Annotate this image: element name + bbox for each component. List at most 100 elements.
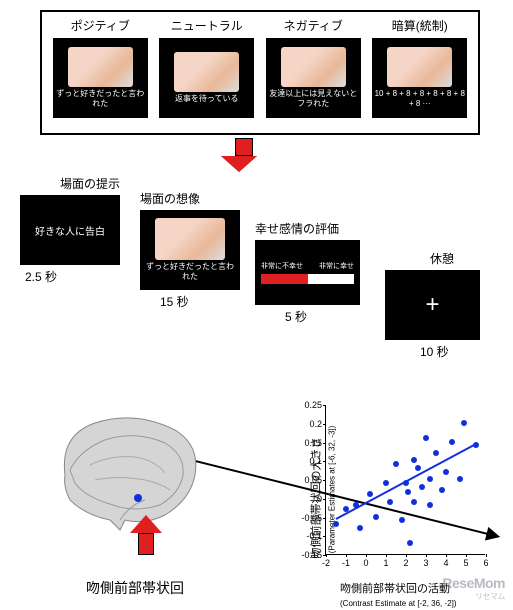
x-tick-label: 1 [383, 558, 388, 568]
conditions-row: ポジティブ ずっと好きだったと言われた ニュートラル 返事を待っている ネガティ… [42, 12, 478, 118]
y-tick-label: -0.15 [296, 550, 322, 560]
scatter-point [367, 491, 373, 497]
scatter-point [357, 525, 363, 531]
plot-area: -0.15-0.1-0.0500.050.10.150.20.25-2-1012… [325, 405, 485, 555]
rating-left-label: 非常に不幸せ [261, 261, 303, 271]
rating-right-label: 非常に幸せ [319, 261, 354, 271]
rating-labels: 非常に不幸せ 非常に幸せ [261, 261, 354, 271]
rating-bar [261, 274, 354, 284]
step-duration: 15 秒 [160, 293, 240, 310]
y-tick-label: -0.05 [296, 513, 322, 523]
scatter-point [393, 461, 399, 467]
condition-label: ネガティブ [263, 17, 363, 34]
condition-thumb: 10 + 8 + 8 + 8 + 8 + 8 + 8 + 8 ··· [372, 38, 467, 118]
y-tick-label: 0.05 [296, 475, 322, 485]
y-tick-label: 0.2 [296, 419, 322, 429]
scatter-point [427, 502, 433, 508]
hand-image [174, 52, 239, 92]
timeline-step-2: 場面の想像 ずっと好きだったと言われた 15 秒 [140, 190, 240, 310]
scatter-point [405, 489, 411, 495]
condition-thumb: ずっと好きだったと言われた [53, 38, 148, 118]
scatter-point [449, 439, 455, 445]
y-tick-label: 0.1 [296, 456, 322, 466]
brain-section: 吻側前部帯状回 [35, 405, 235, 598]
x-tick-label: 6 [483, 558, 488, 568]
step-label: 休憩 [430, 250, 480, 267]
condition-label: ポジティブ [50, 17, 150, 34]
condition-negative: ネガティブ 友達以上には見えないとフラれた [263, 17, 363, 118]
step-duration: 10 秒 [420, 343, 480, 360]
scatter-point [387, 499, 393, 505]
y-tick-label: -0.1 [296, 531, 322, 541]
condition-control: 暗算(統制) 10 + 8 + 8 + 8 + 8 + 8 + 8 + 8 ··… [370, 17, 470, 118]
x-axis-label: 吻側前部帯状回の活動 [340, 580, 450, 596]
brain-image [35, 405, 215, 535]
scatter-point [439, 487, 445, 493]
arrow-up-icon [130, 515, 162, 555]
hand-image [68, 47, 133, 87]
conditions-panel: ポジティブ ずっと好きだったと言われた ニュートラル 返事を待っている ネガティ… [40, 10, 480, 135]
step-label: 幸せ感情の評価 [255, 220, 360, 237]
condition-label: ニュートラル [157, 17, 257, 34]
scatter-point [333, 521, 339, 527]
x-tick-label: 0 [363, 558, 368, 568]
scatter-point [399, 517, 405, 523]
brain-region-label: 吻側前部帯状回 [35, 578, 235, 598]
y-tick-label: 0.25 [296, 400, 322, 410]
timeline-step-3: 幸せ感情の評価 非常に不幸せ 非常に幸せ 5 秒 [255, 220, 360, 325]
step-label: 場面の想像 [140, 190, 240, 207]
x-tick-label: -1 [342, 558, 350, 568]
y-tick-label: 0.15 [296, 438, 322, 448]
x-axis-sublabel: (Contrast Estimate at [-2, 36, -2]) [340, 599, 456, 608]
hand-image [387, 47, 452, 87]
step-screen: 好きな人に告白 [20, 195, 120, 265]
scatter-point [415, 465, 421, 471]
condition-positive: ポジティブ ずっと好きだったと言われた [50, 17, 150, 118]
timeline-step-1: 場面の提示 好きな人に告白 2.5 秒 [20, 175, 120, 285]
condition-label: 暗算(統制) [370, 17, 470, 34]
x-tick-label: 5 [463, 558, 468, 568]
scatter-point [411, 457, 417, 463]
x-tick-label: 2 [403, 558, 408, 568]
scatter-point [423, 435, 429, 441]
rating-bar-left [261, 274, 308, 284]
scatter-point [443, 469, 449, 475]
x-tick-label: 3 [423, 558, 428, 568]
step-duration: 2.5 秒 [25, 268, 120, 285]
watermark: ReseMom リセマム [442, 575, 505, 602]
y-tick-label: 0 [296, 494, 322, 504]
watermark-sub: リセマム [442, 591, 505, 602]
hand-image [281, 47, 346, 87]
timeline-step-4: 休憩 + 10 秒 [385, 250, 480, 360]
condition-thumb: 返事を待っている [159, 38, 254, 118]
condition-caption: ずっと好きだったと言われた [53, 89, 148, 108]
scatter-point [461, 420, 467, 426]
scatter-point [433, 450, 439, 456]
scatter-plot: 吻側前部帯状回の大きさ (Parameter Estimates at [-6,… [260, 400, 490, 590]
condition-neutral: ニュートラル 返事を待っている [157, 17, 257, 118]
step-screen: + [385, 270, 480, 340]
condition-thumb: 友達以上には見えないとフラれた [266, 38, 361, 118]
scatter-point [411, 499, 417, 505]
step-label: 場面の提示 [60, 175, 120, 192]
x-tick-label: 4 [443, 558, 448, 568]
scatter-point [373, 514, 379, 520]
scatter-point [427, 476, 433, 482]
step-screen: ずっと好きだったと言われた [140, 210, 240, 290]
trend-line [336, 443, 477, 520]
scatter-point [419, 484, 425, 490]
scatter-point [457, 476, 463, 482]
step-duration: 5 秒 [285, 308, 360, 325]
condition-caption: 返事を待っている [173, 94, 241, 104]
scatter-point [383, 480, 389, 486]
scatter-point [407, 540, 413, 546]
condition-caption: 友達以上には見えないとフラれた [266, 89, 361, 108]
rating-bar-right [308, 274, 355, 284]
step-screen: 非常に不幸せ 非常に幸せ [255, 240, 360, 305]
experiment-timeline: 場面の提示 好きな人に告白 2.5 秒 場面の想像 ずっと好きだったと言われた … [20, 175, 500, 375]
x-tick-label: -2 [322, 558, 330, 568]
condition-caption: 10 + 8 + 8 + 8 + 8 + 8 + 8 + 8 ··· [372, 89, 467, 108]
arrow-down-icon [230, 138, 257, 172]
hand-image [155, 218, 225, 260]
watermark-main: ReseMom [442, 575, 505, 591]
